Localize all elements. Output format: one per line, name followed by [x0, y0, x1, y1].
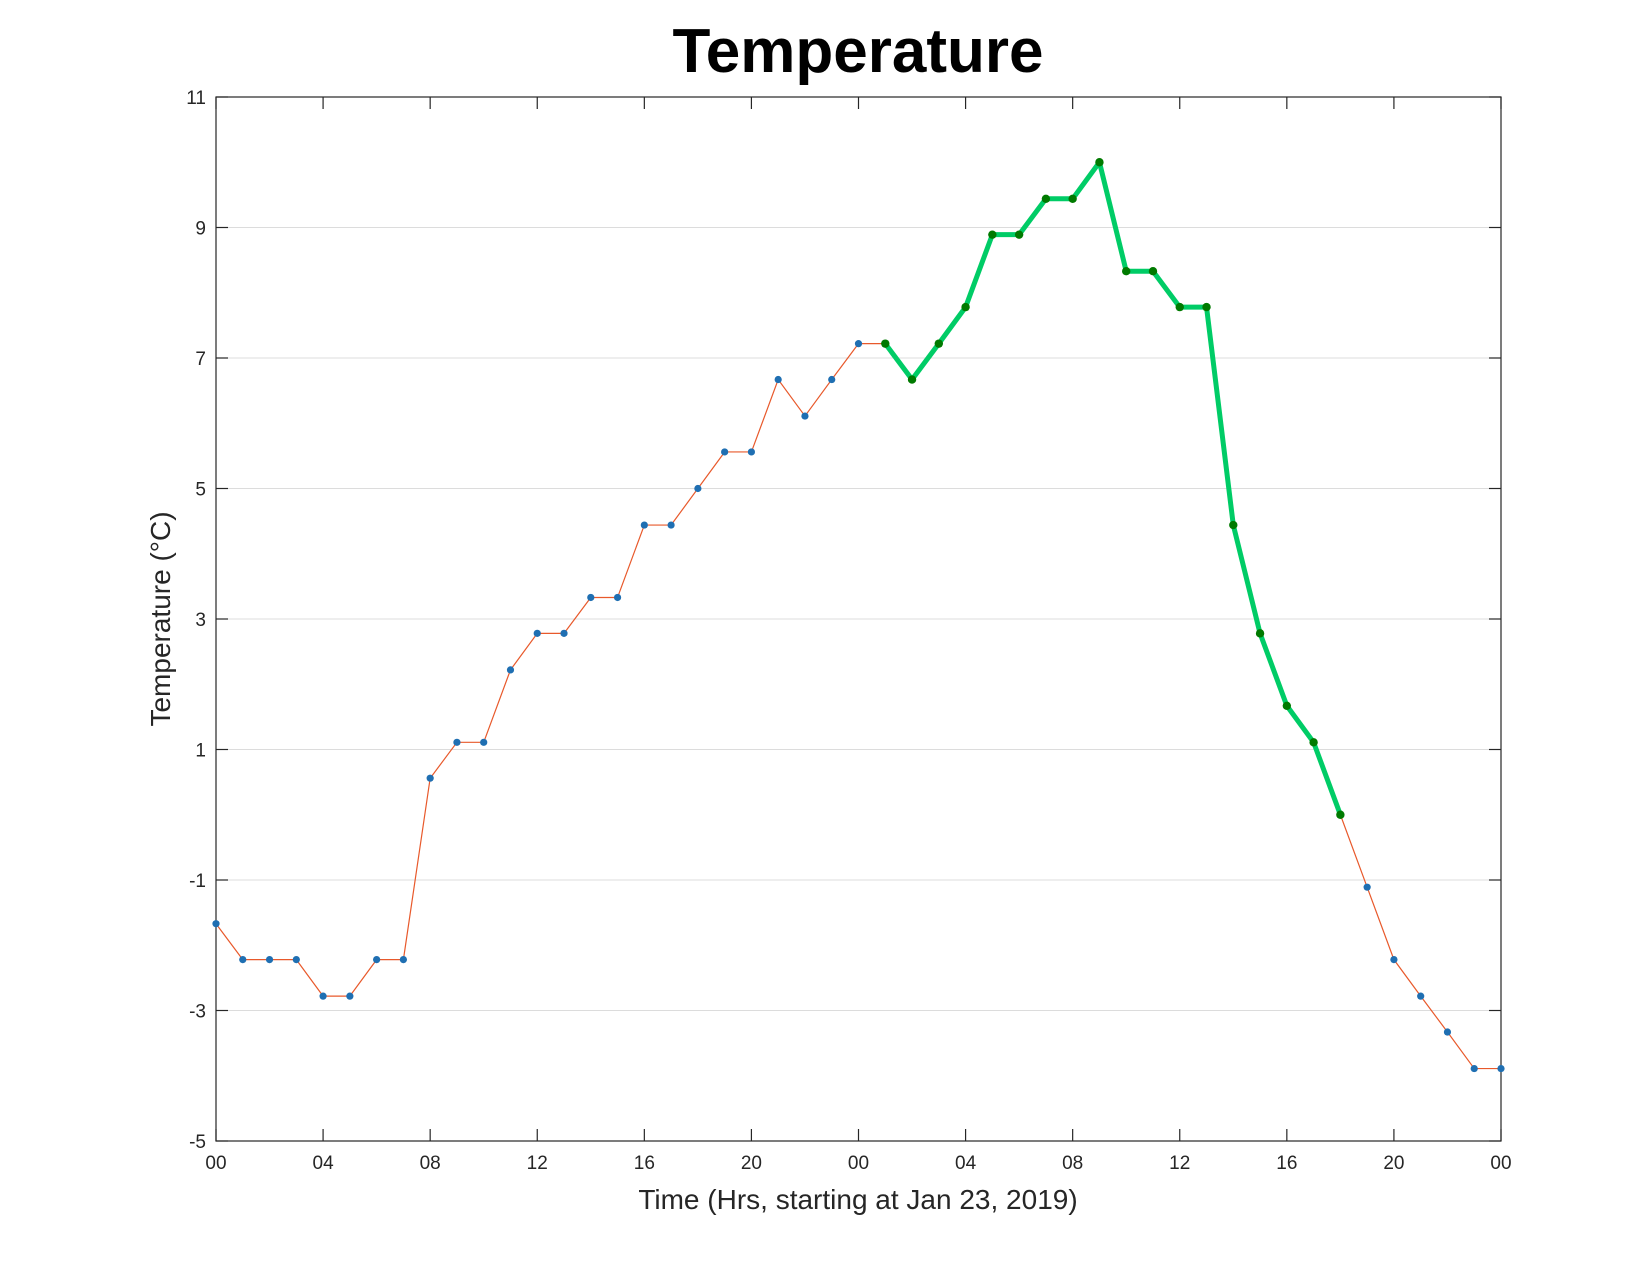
data-point [1443, 1028, 1452, 1036]
highlight-data-point [1122, 267, 1131, 276]
y-tick-label: 11 [186, 88, 206, 109]
y-tick-label: 9 [195, 219, 206, 240]
data-point [1417, 992, 1425, 1000]
x-tick-label: 04 [313, 1153, 335, 1174]
y-axis-label: Temperature (°C) [145, 511, 176, 726]
data-point [774, 375, 782, 384]
x-tick-label: 20 [741, 1153, 762, 1174]
data-point [828, 375, 836, 384]
highlight-data-point [907, 375, 917, 384]
x-tick-label: 12 [527, 1153, 548, 1174]
data-point [533, 629, 541, 637]
highlight-data-point [1282, 701, 1292, 710]
data-point [1363, 883, 1371, 891]
data-point [399, 956, 407, 964]
x-tick-label: 04 [955, 1153, 977, 1174]
y-tick-label: -1 [189, 871, 206, 892]
data-point [265, 956, 274, 964]
data-point [506, 666, 515, 674]
highlight-data-point [934, 339, 944, 348]
data-point [613, 593, 622, 602]
series-group [212, 158, 1505, 1073]
grid-lines [216, 227, 1501, 1011]
x-tick-label: 12 [1169, 1153, 1190, 1174]
data-point [239, 956, 247, 964]
data-point [453, 738, 461, 746]
data-point [292, 956, 300, 964]
data-point [1497, 1064, 1505, 1073]
x-tick-label: 20 [1383, 1153, 1404, 1174]
data-point [346, 992, 354, 1000]
x-tick-label: 08 [1062, 1153, 1083, 1174]
data-point [1390, 956, 1398, 964]
y-tick-label: 1 [195, 741, 206, 762]
data-point [1470, 1064, 1478, 1073]
chart-title: Temperature [673, 17, 1044, 86]
highlight-data-point [1255, 629, 1265, 638]
highlight-data-point [961, 302, 970, 312]
x-tick-label: 00 [848, 1153, 869, 1174]
x-tick-label: 00 [205, 1153, 226, 1174]
data-point [212, 920, 220, 928]
highlight-data-point [988, 230, 997, 239]
data-point [319, 992, 327, 1000]
data-point [640, 521, 648, 529]
data-point [721, 448, 729, 456]
highlight-data-point [1175, 302, 1184, 312]
data-point [560, 629, 568, 637]
highlight-data-point [1014, 230, 1024, 239]
data-point [854, 340, 863, 348]
data-point [587, 593, 595, 602]
highlight-data-point [1202, 302, 1211, 312]
y-tick-label: 3 [195, 610, 206, 631]
highlight-data-point [881, 339, 890, 348]
data-point [747, 448, 756, 456]
x-tick-label: 16 [634, 1153, 655, 1174]
axis-ticks: -5 -3 -1 1 3 5 7 9 11 00 04 08 12 16 20 00 04 08 12 16 20 00 [186, 88, 1511, 1174]
data-point [694, 484, 702, 493]
x-tick-label: 00 [1490, 1153, 1511, 1174]
highlight-data-point [1041, 194, 1051, 203]
data-point [480, 738, 488, 746]
highlight-data-point [1309, 738, 1318, 747]
x-tick-label: 16 [1276, 1153, 1297, 1174]
series-line-highlight [882, 159, 1343, 818]
data-point [801, 412, 809, 420]
highlight-data-point [1148, 267, 1158, 276]
highlight-data-point [1068, 194, 1077, 203]
data-point [373, 956, 381, 964]
y-tick-label: 5 [195, 480, 206, 501]
x-axis-label: Time (Hrs, starting at Jan 23, 2019) [638, 1184, 1077, 1215]
highlight-data-point [1229, 520, 1238, 530]
data-point [426, 774, 434, 782]
y-tick-label: 7 [195, 349, 206, 370]
highlight-data-point [1095, 158, 1104, 167]
y-tick-label: -3 [189, 1002, 206, 1023]
series-line-full [215, 161, 1502, 1070]
highlight-data-point [1336, 810, 1345, 819]
y-tick-label: -5 [189, 1132, 206, 1153]
data-point [667, 521, 675, 529]
x-tick-label: 08 [420, 1153, 441, 1174]
